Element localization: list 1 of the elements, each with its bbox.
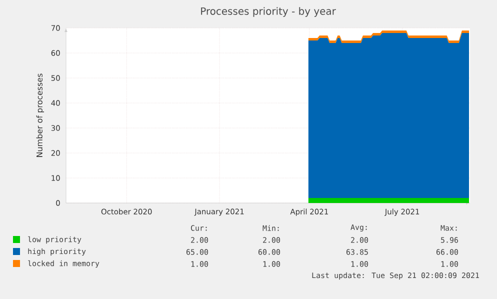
- chart-title: Processes priority - by year: [201, 7, 336, 17]
